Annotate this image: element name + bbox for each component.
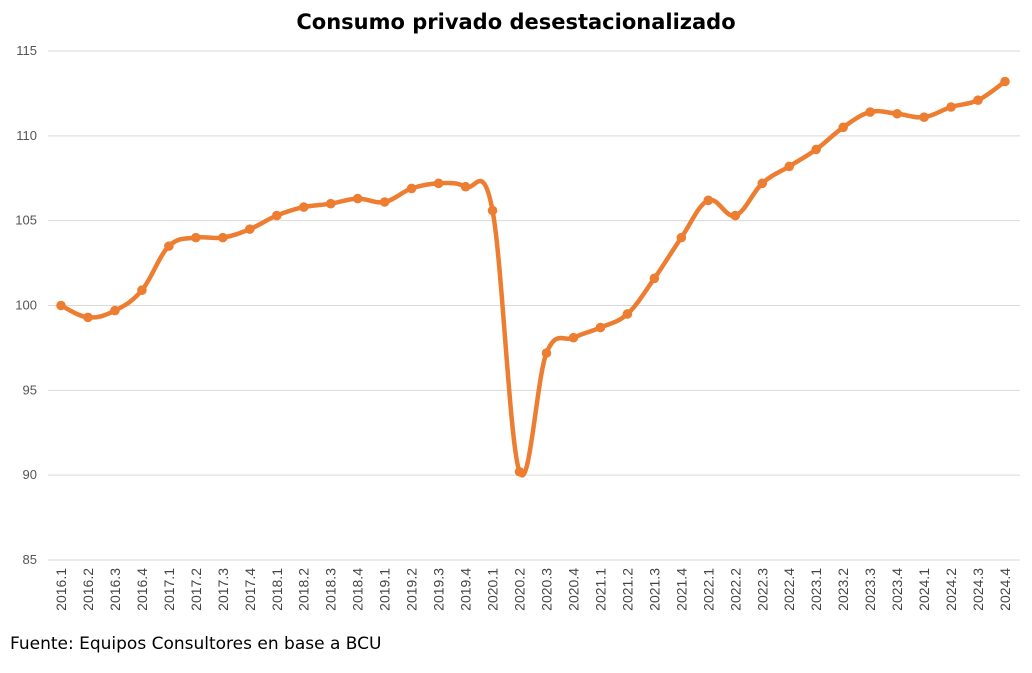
x-tick-label: 2022.4 — [781, 568, 797, 611]
x-tick-label: 2022.1 — [700, 568, 716, 611]
series-line-layer — [58, 79, 1008, 478]
data-point — [622, 309, 633, 319]
data-point — [514, 466, 525, 477]
x-tick-label: 2021.1 — [592, 568, 608, 611]
x-tick-label: 2017.1 — [161, 568, 177, 611]
data-point — [865, 107, 875, 117]
data-point — [973, 95, 983, 106]
data-point — [137, 285, 147, 296]
data-point — [703, 195, 714, 206]
x-tick-label: 2016.1 — [53, 568, 69, 611]
x-tick-label: 2021.2 — [619, 568, 635, 611]
x-tick-label: 2020.2 — [512, 568, 528, 611]
x-tick-label: 2016.2 — [80, 568, 96, 611]
y-tick-label: 85 — [23, 552, 37, 567]
source-note: Fuente: Equipos Consultores en base a BC… — [10, 634, 382, 654]
data-point — [892, 108, 902, 119]
x-tick-label: 2024.1 — [916, 568, 932, 611]
data-point — [218, 232, 228, 243]
data-point — [164, 241, 174, 251]
y-tick-label: 90 — [23, 467, 37, 482]
x-tick-label: 2017.3 — [215, 568, 231, 611]
x-tick-label: 2021.3 — [646, 568, 662, 611]
data-point — [730, 210, 741, 221]
x-tick-label: 2024.4 — [997, 568, 1013, 611]
x-tick-label: 2017.4 — [242, 568, 258, 611]
x-tick-label: 2019.1 — [377, 568, 393, 611]
y-tick-label: 110 — [16, 128, 37, 143]
data-point — [649, 273, 660, 284]
x-axis-ticks: 2016.1 2016.2 2016.3 2016.4 2017.1 2017.2 2017… — [53, 568, 1013, 611]
data-point — [83, 312, 93, 323]
x-tick-label: 2019.3 — [431, 568, 447, 611]
gridlines — [48, 50, 1020, 561]
x-tick-label: 2016.3 — [107, 568, 123, 611]
x-tick-label: 2017.2 — [188, 568, 204, 611]
x-tick-label: 2018.1 — [269, 568, 285, 611]
x-tick-label: 2023.2 — [835, 568, 851, 611]
x-tick-label: 2019.4 — [458, 568, 474, 611]
data-point — [946, 102, 956, 112]
x-tick-label: 2018.2 — [296, 568, 312, 611]
x-tick-label: 2024.2 — [943, 568, 959, 611]
data-point — [1000, 76, 1010, 87]
data-point — [406, 183, 417, 194]
data-point — [784, 161, 795, 172]
data-point — [595, 322, 606, 333]
y-tick-label: 100 — [15, 298, 37, 313]
x-tick-label: 2023.4 — [889, 568, 905, 611]
x-tick-label: 2021.4 — [673, 568, 689, 611]
data-point — [811, 144, 821, 155]
data-point — [352, 193, 363, 204]
series-line — [58, 79, 1008, 478]
data-point — [298, 202, 309, 212]
data-point — [676, 232, 687, 243]
data-point — [56, 300, 66, 311]
series-points — [56, 76, 1010, 477]
x-tick-label: 2022.3 — [754, 568, 770, 611]
x-tick-label: 2023.1 — [808, 568, 824, 611]
y-tick-label: 105 — [15, 213, 37, 228]
y-axis-ticks: 85 90 95 100 105 110 115 — [15, 43, 37, 567]
chart-title: Consumo privado desestacionalizado — [296, 10, 736, 34]
data-point — [191, 232, 201, 243]
data-point — [379, 197, 390, 207]
x-tick-label: 2023.3 — [862, 568, 878, 611]
y-tick-label: 95 — [23, 382, 37, 397]
data-point — [568, 332, 579, 343]
x-tick-label: 2020.1 — [485, 568, 501, 611]
data-point — [541, 348, 552, 358]
x-tick-label: 2022.2 — [727, 568, 743, 611]
x-tick-label: 2020.4 — [565, 568, 581, 611]
data-point — [919, 112, 929, 122]
data-point — [487, 205, 498, 216]
data-point — [245, 224, 255, 234]
x-tick-label: 2018.4 — [350, 568, 366, 611]
data-point — [433, 178, 444, 189]
data-point — [325, 198, 336, 209]
data-point — [271, 210, 282, 221]
x-tick-label: 2016.4 — [134, 568, 150, 611]
y-tick-label: 115 — [16, 43, 37, 58]
data-point — [838, 122, 848, 133]
x-tick-label: 2019.2 — [404, 568, 420, 611]
x-tick-label: 2018.3 — [323, 568, 339, 611]
x-tick-label: 2020.3 — [538, 568, 554, 611]
x-tick-label: 2024.3 — [970, 568, 986, 611]
data-point — [757, 178, 768, 189]
data-point — [110, 305, 120, 316]
data-point — [460, 181, 471, 192]
